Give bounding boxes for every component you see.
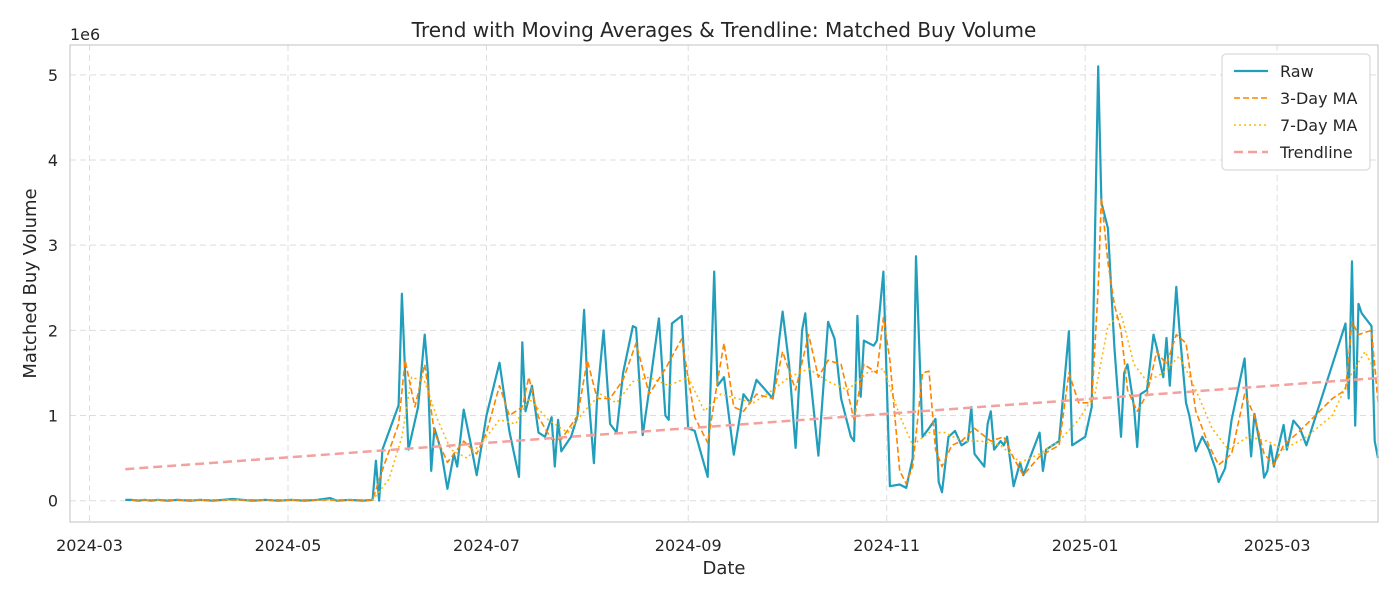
series-line-raw	[125, 65, 1380, 502]
series-line-7-day-ma	[131, 312, 1379, 501]
y-tick-label: 5	[48, 66, 58, 85]
plot-area: 0 1 2 3 4 5 2024-03 2024-05 2024-07 2024-09 2024-1…	[48, 44, 1380, 555]
legend-label: Raw	[1280, 62, 1314, 81]
y-tick-label: 0	[48, 492, 58, 511]
x-tick-label: 2024-07	[453, 536, 520, 555]
x-tick-label: 2024-09	[655, 536, 722, 555]
x-tick-label: 2025-03	[1244, 536, 1311, 555]
legend-label: 7-Day MA	[1280, 116, 1357, 135]
grid	[70, 45, 1378, 522]
x-tick-label: 2025-01	[1052, 536, 1119, 555]
chart-title: Trend with Moving Averages & Trendline: …	[411, 18, 1037, 42]
x-tick-label: 2024-05	[255, 536, 322, 555]
y-tick-label: 2	[48, 321, 58, 340]
x-axis-title: Date	[702, 558, 745, 579]
series-line-3-day-ma	[131, 196, 1379, 501]
y-tick-label: 3	[48, 236, 58, 255]
y-tick-label: 4	[48, 151, 58, 170]
legend: Raw 3-Day MA 7-Day MA Trendline	[1221, 53, 1371, 171]
y-axis-title: Matched Buy Volume	[20, 188, 41, 378]
legend-label: Trendline	[1279, 143, 1353, 162]
plot-background	[70, 45, 1378, 522]
legend-label: 3-Day MA	[1280, 89, 1357, 108]
x-tick-label: 2024-03	[56, 536, 123, 555]
plot-frame	[69, 44, 1379, 523]
x-tick-label: 2024-11	[853, 536, 920, 555]
legend-box	[1221, 53, 1371, 171]
y-offset-label: 1e6	[70, 25, 100, 44]
y-tick-label: 1	[48, 407, 58, 426]
